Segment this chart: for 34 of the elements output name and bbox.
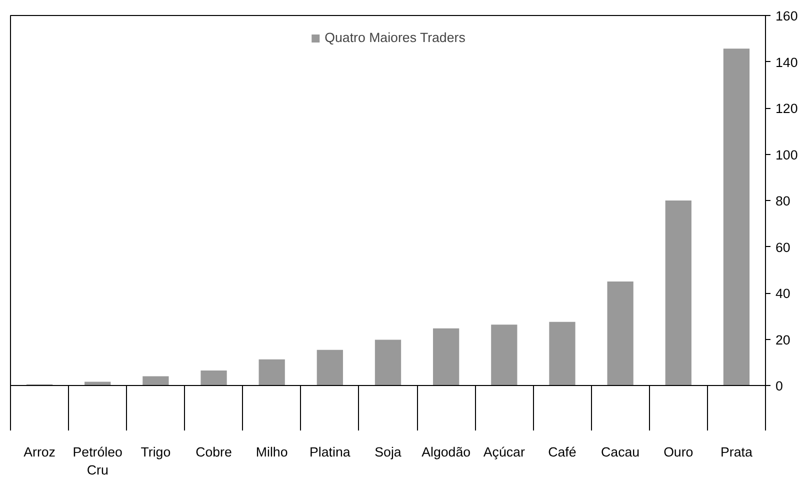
y-tick-label: 160 bbox=[776, 8, 798, 24]
x-tick-label: Milho bbox=[256, 444, 288, 460]
bar bbox=[607, 281, 634, 386]
bar bbox=[258, 359, 285, 386]
x-tick-label: Soja bbox=[374, 444, 402, 460]
bar bbox=[142, 376, 169, 386]
x-tick-label: Cobre bbox=[196, 444, 232, 460]
y-tick-label: 20 bbox=[776, 332, 790, 348]
y-tick-label: 40 bbox=[776, 286, 790, 301]
x-tick-label: Cacau bbox=[601, 444, 640, 460]
x-tick-label: Arroz bbox=[24, 444, 56, 460]
bar bbox=[433, 328, 460, 386]
y-tick-label: 80 bbox=[776, 194, 790, 208]
bar bbox=[491, 324, 518, 386]
x-tick-label: Açúcar bbox=[483, 444, 526, 460]
y-tick-label: 100 bbox=[776, 147, 798, 162]
bar bbox=[723, 48, 750, 386]
y-tick-label: 140 bbox=[776, 54, 798, 70]
x-tick-label: Ouro bbox=[664, 444, 694, 460]
bar bbox=[316, 350, 343, 386]
y-tick-label: 0 bbox=[776, 378, 783, 394]
legend-label: Quatro Maiores Traders bbox=[324, 30, 466, 45]
x-tick-label: Petróleo Cru bbox=[72, 444, 122, 478]
x-tick-label: Algodão bbox=[422, 444, 471, 460]
x-tick-label: Prata bbox=[720, 444, 753, 460]
bar bbox=[665, 200, 692, 386]
x-tick-label: Café bbox=[548, 444, 576, 460]
x-tick-label: Platina bbox=[310, 444, 351, 460]
y-tick-label: 60 bbox=[776, 240, 790, 255]
bar bbox=[374, 340, 402, 386]
y-tick-label: 120 bbox=[776, 101, 798, 116]
x-tick-label: Trigo bbox=[140, 444, 171, 460]
bar bbox=[200, 370, 227, 386]
bar bbox=[549, 322, 576, 386]
